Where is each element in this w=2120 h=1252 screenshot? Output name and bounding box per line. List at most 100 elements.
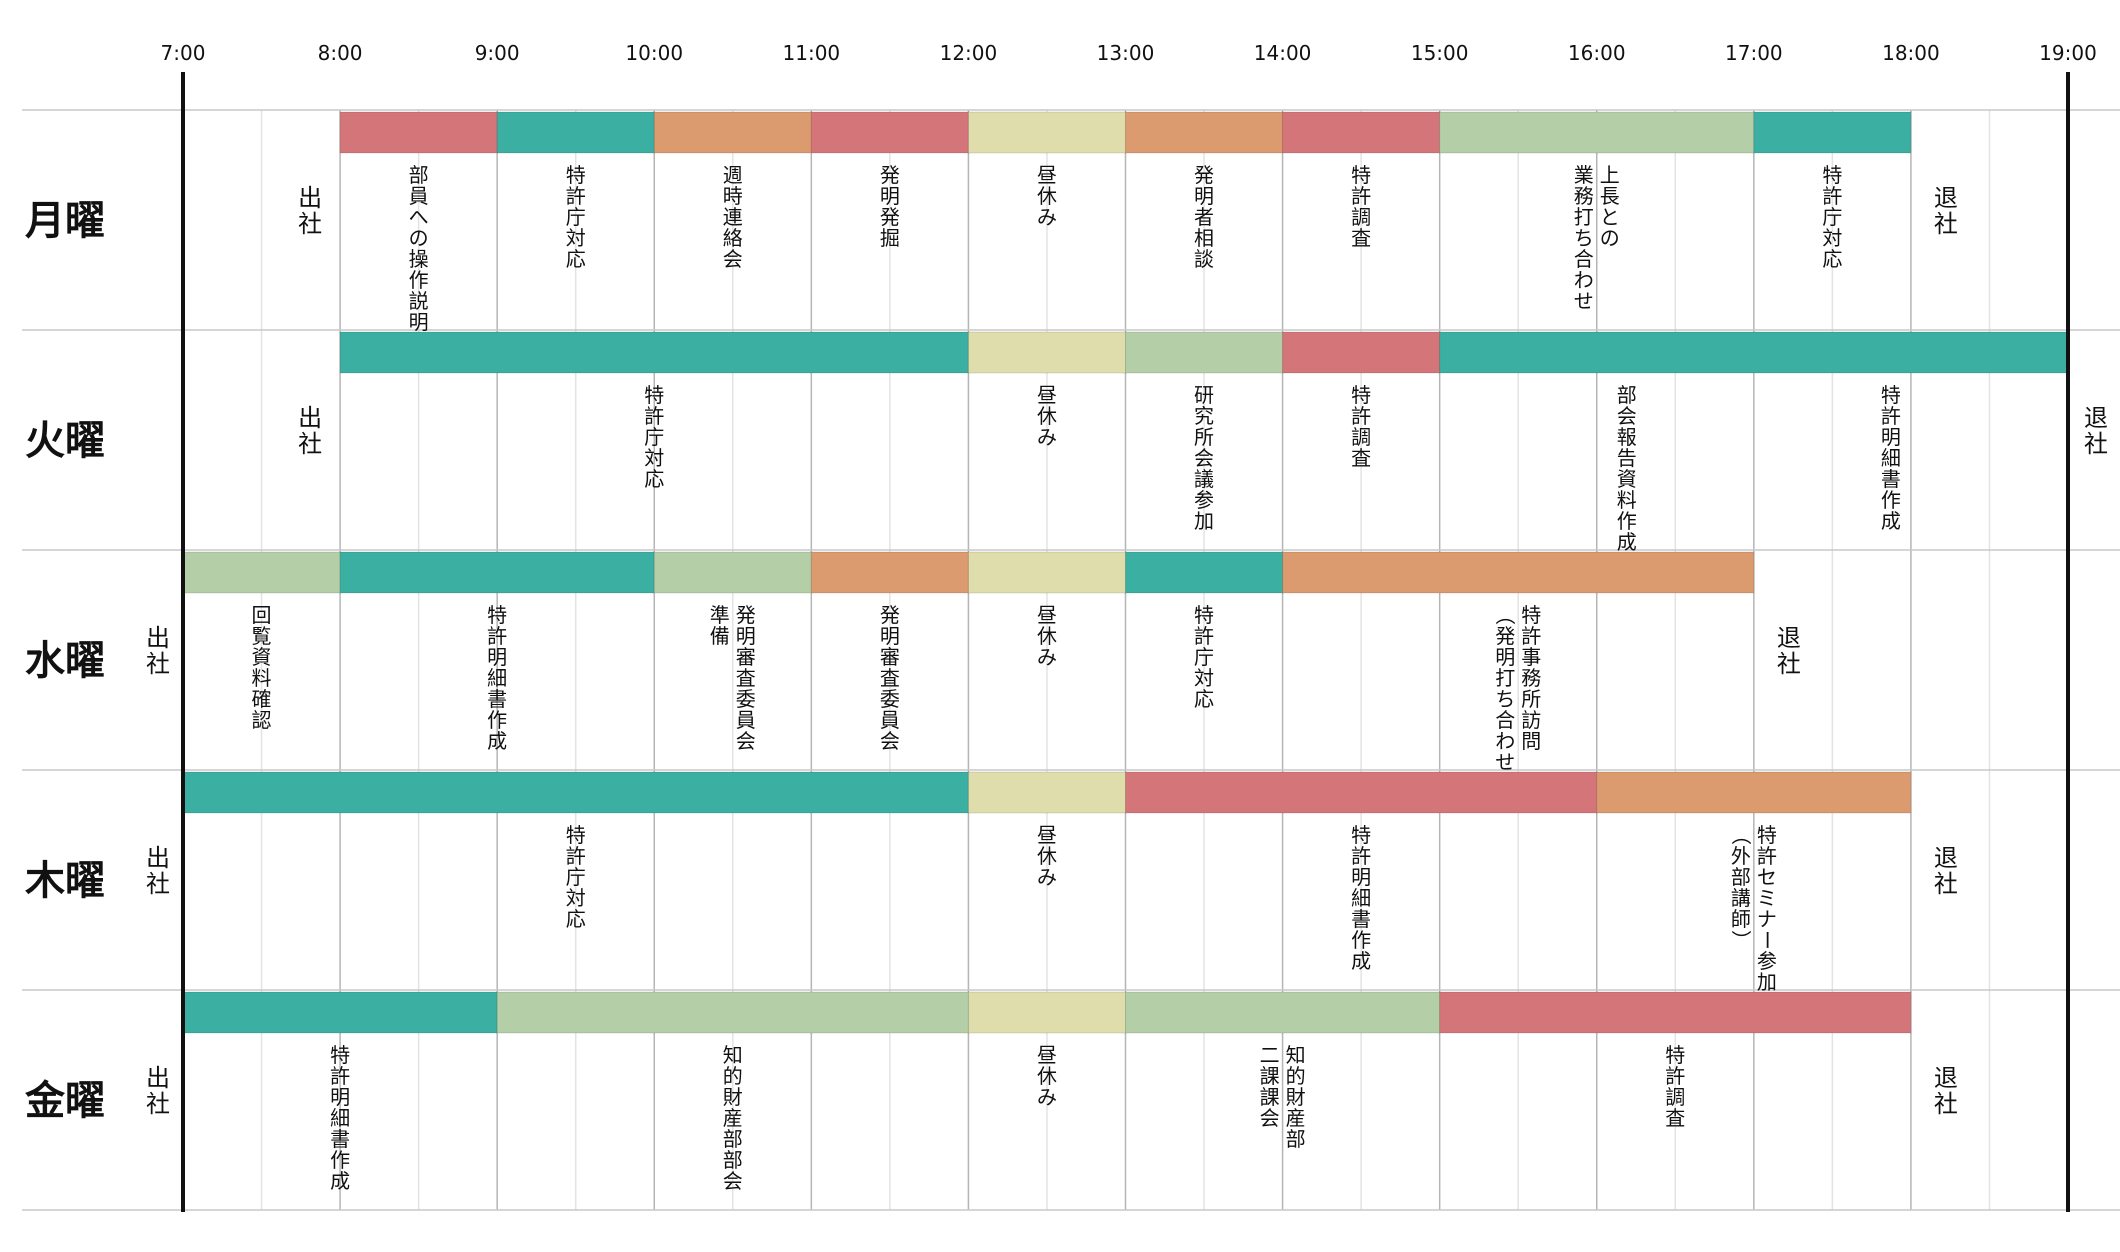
svg-text:会: 会 <box>880 729 900 753</box>
activity-label: 昼休み <box>1037 1043 1057 1109</box>
svg-text:退: 退 <box>1934 184 1958 212</box>
svg-text:昼: 昼 <box>1037 383 1057 407</box>
arrive-label: 出社 <box>298 404 322 458</box>
svg-text:会: 会 <box>1617 404 1637 428</box>
activity-bar <box>653 111 812 154</box>
svg-text:作: 作 <box>487 708 507 732</box>
svg-text:昼: 昼 <box>1037 1043 1057 1067</box>
svg-text:明: 明 <box>487 645 507 669</box>
svg-text:査: 査 <box>736 666 756 690</box>
svg-text:と: と <box>1600 205 1620 229</box>
svg-text:委: 委 <box>880 687 900 711</box>
svg-text:退: 退 <box>2084 404 2108 432</box>
svg-text:調: 調 <box>1351 205 1371 229</box>
svg-text:特: 特 <box>644 383 664 407</box>
svg-text:財: 財 <box>723 1085 743 1109</box>
svg-text:へ: へ <box>409 205 429 229</box>
svg-text:確: 確 <box>252 687 272 711</box>
svg-text:明: 明 <box>736 624 756 648</box>
svg-text:許: 許 <box>644 404 664 428</box>
svg-text:許: 許 <box>1521 624 1541 648</box>
svg-text:回: 回 <box>252 603 272 627</box>
svg-text:（: （ <box>1493 605 1517 625</box>
svg-text:務: 務 <box>1574 184 1594 208</box>
svg-text:部: 部 <box>409 163 429 187</box>
svg-text:会: 会 <box>723 247 743 271</box>
svg-text:社: 社 <box>146 870 170 898</box>
svg-text:書: 書 <box>487 687 507 711</box>
svg-text:成: 成 <box>1617 530 1637 554</box>
activity-bar <box>339 331 969 374</box>
svg-text:特: 特 <box>1881 383 1901 407</box>
svg-text:参: 参 <box>1757 949 1777 973</box>
svg-text:審: 審 <box>736 645 756 669</box>
svg-text:料: 料 <box>252 666 272 690</box>
svg-text:書: 書 <box>1881 467 1901 491</box>
svg-text:許: 許 <box>1757 844 1777 868</box>
svg-text:明: 明 <box>880 624 900 648</box>
svg-text:明: 明 <box>1881 425 1901 449</box>
svg-text:休: 休 <box>1037 844 1057 868</box>
svg-text:的: 的 <box>723 1064 743 1088</box>
day-label: 水曜 <box>25 638 105 684</box>
leave-label: 退社 <box>1934 184 1958 238</box>
svg-text:応: 応 <box>566 247 586 271</box>
svg-text:操: 操 <box>409 247 429 271</box>
arrive-label: 出社 <box>146 1064 170 1118</box>
svg-text:出: 出 <box>298 404 322 432</box>
svg-text:部: 部 <box>1731 865 1751 889</box>
hour-tick-label: 18:00 <box>1882 41 1940 65</box>
svg-text:ー: ー <box>1755 930 1779 950</box>
svg-text:産: 産 <box>1286 1106 1306 1130</box>
svg-text:委: 委 <box>736 687 756 711</box>
activity-bar <box>967 331 1127 374</box>
hour-tick-label: 11:00 <box>783 41 841 65</box>
svg-text:調: 調 <box>1665 1085 1685 1109</box>
svg-text:成: 成 <box>1351 949 1371 973</box>
activity-label: 昼休み <box>1037 163 1057 229</box>
svg-text:上: 上 <box>1600 163 1620 187</box>
hour-tick-label: 12:00 <box>940 41 998 65</box>
svg-text:知: 知 <box>723 1043 743 1067</box>
svg-text:的: 的 <box>1286 1064 1306 1088</box>
svg-text:み: み <box>1037 425 1057 449</box>
svg-text:談: 談 <box>1194 247 1214 271</box>
svg-text:明: 明 <box>409 310 429 334</box>
svg-text:究: 究 <box>1194 404 1214 428</box>
activity-bar <box>182 551 341 594</box>
svg-text:特: 特 <box>330 1043 350 1067</box>
day-label: 木曜 <box>25 858 105 904</box>
svg-text:業: 業 <box>1574 163 1594 187</box>
svg-text:書: 書 <box>1351 907 1371 931</box>
svg-text:対: 対 <box>566 226 586 250</box>
svg-text:審: 審 <box>880 645 900 669</box>
svg-text:特: 特 <box>1822 163 1842 187</box>
activity-bar <box>182 991 498 1034</box>
svg-text:特: 特 <box>487 603 507 627</box>
svg-text:ミ: ミ <box>1757 886 1777 910</box>
svg-text:出: 出 <box>146 624 170 652</box>
activity-label: 昼休み <box>1037 383 1057 449</box>
svg-text:社: 社 <box>298 210 322 238</box>
svg-text:社: 社 <box>2084 430 2108 458</box>
svg-text:退: 退 <box>1934 1064 1958 1092</box>
svg-text:合: 合 <box>1495 708 1515 732</box>
hour-tick-label: 10:00 <box>625 41 683 65</box>
svg-text:社: 社 <box>1934 210 1958 238</box>
svg-text:み: み <box>1037 205 1057 229</box>
activity-bar <box>1282 331 1441 374</box>
svg-text:部: 部 <box>723 1148 743 1172</box>
hour-tick-label: 19:00 <box>2039 41 2097 65</box>
activity-bar <box>967 991 1127 1034</box>
svg-text:参: 参 <box>1194 488 1214 512</box>
